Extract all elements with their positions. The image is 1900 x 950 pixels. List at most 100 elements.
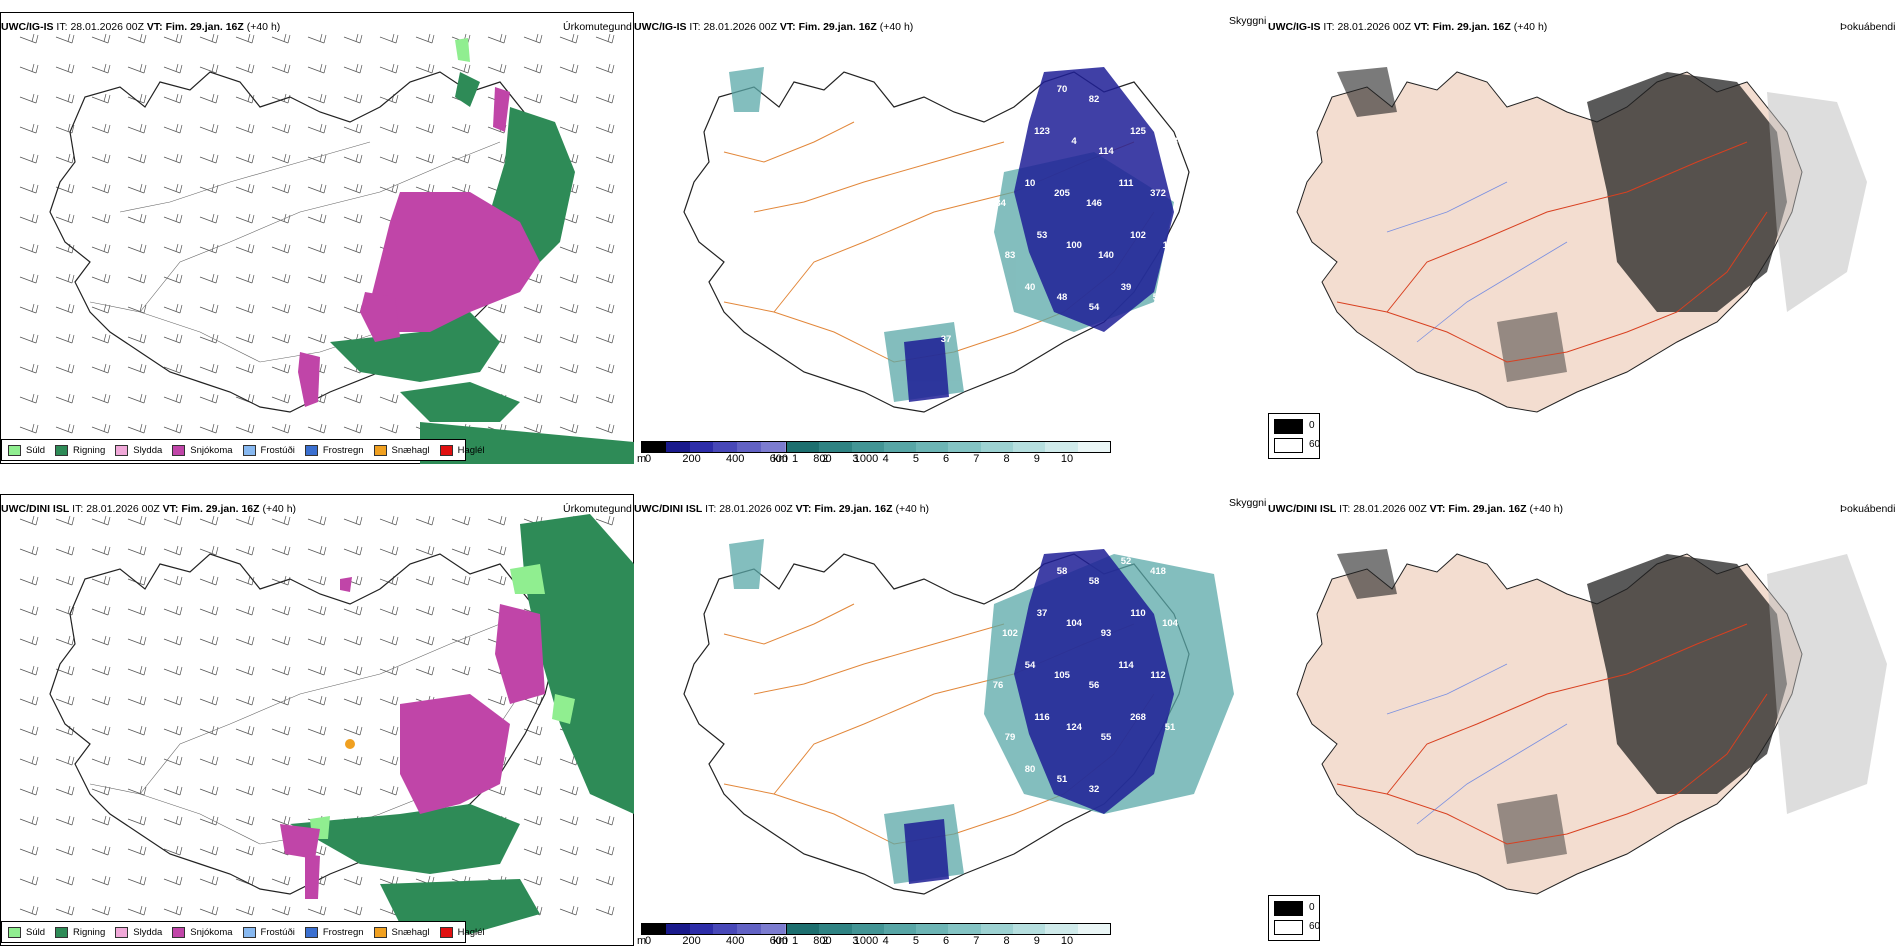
panel-title: UWC/DINI ISL IT: 28.01.2026 00Z VT: Fim.… xyxy=(1,503,297,515)
tick-label: 3 xyxy=(852,453,859,464)
colorbar-cell xyxy=(916,442,949,452)
wind-barb xyxy=(91,123,111,134)
cloud-base-label: 80 xyxy=(1025,764,1036,775)
cloud-base-label: 55 xyxy=(941,608,952,619)
wind-barb xyxy=(163,845,183,856)
legend-swatch xyxy=(172,444,186,456)
wind-barb xyxy=(55,635,75,646)
cloud-base-label: 88 xyxy=(973,136,984,147)
wind-barb xyxy=(19,333,39,344)
wind-barb xyxy=(19,303,39,314)
wind-barb xyxy=(127,273,147,284)
cloud-base-label: 225 xyxy=(926,282,943,293)
wind-barb xyxy=(19,815,39,826)
legend-label: Slydda xyxy=(133,444,163,456)
cloud-base-label: 111 xyxy=(1163,240,1179,251)
wind-barb xyxy=(55,695,75,706)
precip-panel-row1: UWC/IG-IS IT: 28.01.2026 00Z VT: Fim. 29… xyxy=(0,12,634,464)
wind-barb xyxy=(163,605,183,616)
wind-barb xyxy=(379,785,399,796)
wind-barb xyxy=(235,333,255,344)
fog-edge xyxy=(1767,554,1887,814)
tick-label: 1000 xyxy=(853,935,879,946)
wind-barb xyxy=(199,273,219,284)
wind-barb xyxy=(55,33,75,44)
wind-barb xyxy=(163,63,183,74)
wind-barb xyxy=(199,785,219,796)
cloud-base-label: 205 xyxy=(1054,188,1071,199)
wind-barb xyxy=(163,273,183,284)
wind-barb xyxy=(55,273,75,284)
wind-barb xyxy=(199,605,219,616)
legend-label: Rigning xyxy=(73,926,106,938)
wind-barb xyxy=(595,515,615,526)
cloud-base-label: 83 xyxy=(1005,250,1016,261)
wind-barb xyxy=(307,605,327,616)
wind-barb xyxy=(415,63,435,74)
visibility-ticks: km 1 2 3 4 5 6 7 8 9 10 xyxy=(634,453,1267,464)
cloud-base-label: 102 xyxy=(1002,628,1018,639)
colorbar-cell xyxy=(1077,442,1110,452)
panel-title: UWC/IG-IS IT: 28.01.2026 00Z VT: Fim. 29… xyxy=(1268,21,1548,33)
tick-label: 7 xyxy=(973,453,980,464)
wind-barb xyxy=(559,33,579,44)
cloud-base-label: 55 xyxy=(1101,732,1112,743)
wind-barb xyxy=(559,423,579,434)
wind-barb xyxy=(595,393,615,404)
wind-barb xyxy=(523,845,543,856)
wind-barb xyxy=(271,333,291,344)
wind-barb xyxy=(163,303,183,314)
wind-barb xyxy=(379,153,399,164)
wind-barb xyxy=(127,545,147,556)
wind-barb xyxy=(127,423,147,434)
wind-barb xyxy=(91,515,111,526)
cloud-base-label: 85 xyxy=(961,84,972,95)
snow-areas xyxy=(298,87,540,407)
wind-barb xyxy=(271,725,291,736)
wind-barb xyxy=(199,665,219,676)
wind-barb xyxy=(487,63,507,74)
wind-barb xyxy=(235,63,255,74)
wind-barb xyxy=(271,635,291,646)
wind-barb xyxy=(127,333,147,344)
legend-swatch xyxy=(439,926,453,938)
legend-label: Frostregn xyxy=(322,444,364,456)
wind-barb xyxy=(235,273,255,284)
wind-barb xyxy=(163,695,183,706)
cloud-base-label: 56 xyxy=(1089,680,1100,691)
wind-barb xyxy=(343,695,363,706)
wind-barb xyxy=(523,303,543,314)
cloud-base-label: 52 xyxy=(1121,556,1132,567)
wind-barb xyxy=(199,393,219,404)
cloud-base-labels: 60 75 14 66 58 58 52 418 55 198 102 37 104 93 110 104 10… xyxy=(926,556,1179,795)
cloud-base-label: 104 xyxy=(926,764,943,775)
wind-barb xyxy=(91,393,111,404)
wind-barb xyxy=(487,515,507,526)
colorbar-cell xyxy=(1077,924,1110,934)
wind-barb xyxy=(343,213,363,224)
visibility-ticks: km 1 2 3 4 5 6 7 8 9 10 xyxy=(634,935,1267,946)
wind-barb xyxy=(55,575,75,586)
wind-barb xyxy=(343,515,363,526)
wind-barb xyxy=(559,905,579,916)
wind-barb xyxy=(199,183,219,194)
tick-label: 600 xyxy=(769,453,788,464)
wind-barb xyxy=(235,33,255,44)
wind-barb xyxy=(379,665,399,676)
wind-barb xyxy=(415,93,435,104)
wind-barb xyxy=(19,695,39,706)
wind-barb xyxy=(487,545,507,556)
wind-barb xyxy=(55,665,75,676)
wind-barb xyxy=(91,363,111,374)
colorbar-cell xyxy=(916,924,949,934)
cloud-base-label: 99 xyxy=(961,670,972,681)
tick-label: 1 xyxy=(791,935,799,946)
colorbar-cell xyxy=(787,442,820,452)
wind-barb xyxy=(271,123,291,134)
wind-barb xyxy=(307,123,327,134)
wind-barb xyxy=(379,183,399,194)
wind-barb xyxy=(199,243,219,254)
legend-swatch xyxy=(115,926,129,938)
wind-barb xyxy=(163,785,183,796)
colorbar-cell xyxy=(883,442,917,452)
